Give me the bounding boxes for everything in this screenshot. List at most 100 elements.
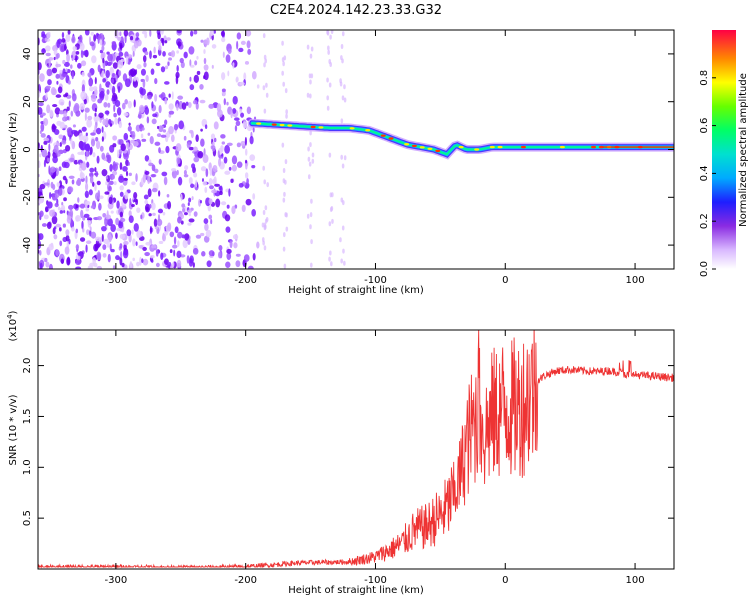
- noise-dot: [101, 152, 106, 160]
- noise-dot: [229, 240, 233, 249]
- noise-dot: [109, 84, 113, 90]
- noise-dot: [63, 61, 70, 67]
- noise-dot: [188, 146, 195, 151]
- noise-dot: [79, 172, 85, 180]
- noise-dot: [149, 203, 152, 209]
- noise-dot: [146, 116, 150, 124]
- noise-dot: [119, 217, 126, 223]
- noise-dot: [173, 236, 177, 245]
- noise-dot: [177, 95, 184, 100]
- noise-dot: [147, 94, 152, 100]
- noise-dot: [138, 111, 142, 115]
- colorbar-ticks: 0.0 0.2 0.4 0.6 0.8: [699, 70, 716, 277]
- streak-dot: [330, 261, 333, 267]
- ridge-hotspot: [349, 127, 355, 130]
- noise-dot: [152, 54, 158, 59]
- noise-dot: [75, 259, 82, 266]
- noise-dot: [62, 116, 68, 122]
- noise-dot: [256, 241, 260, 249]
- noise-dot: [87, 115, 93, 121]
- noise-dot: [119, 185, 124, 191]
- noise-dot: [166, 37, 171, 41]
- streak-dot: [310, 198, 313, 204]
- noise-dot: [107, 253, 111, 263]
- noise-dot: [123, 243, 127, 251]
- y-tick-label: 1.0: [22, 459, 33, 475]
- noise-dot: [105, 70, 110, 79]
- noise-dot: [133, 223, 139, 232]
- noise-dot: [150, 68, 155, 75]
- noise-dot: [151, 187, 158, 193]
- top-x-axis-label: Height of straight line (km): [288, 285, 424, 296]
- noise-dot: [79, 203, 86, 209]
- x-tick-label: -200: [234, 275, 257, 286]
- noise-dot: [39, 153, 42, 158]
- noise-dot: [63, 197, 67, 202]
- noise-dot: [209, 30, 214, 37]
- noise-dot: [128, 172, 132, 177]
- noise-dot: [111, 174, 115, 180]
- noise-dot: [110, 210, 114, 214]
- noise-dot: [168, 93, 171, 98]
- noise-dot: [181, 102, 187, 110]
- noise-dot: [58, 227, 62, 232]
- noise-dot: [158, 240, 164, 245]
- streak-dot: [341, 163, 345, 169]
- noise-dot: [39, 210, 44, 217]
- noise-dot: [53, 144, 59, 154]
- noise-dot: [94, 183, 97, 192]
- noise-dot: [86, 240, 92, 245]
- noise-dot: [168, 110, 175, 115]
- noise-dot: [127, 161, 130, 166]
- noise-dot: [236, 32, 242, 40]
- noise-dot: [118, 139, 124, 146]
- noise-dot: [112, 143, 117, 148]
- ridge-hotspot: [287, 124, 293, 127]
- noise-dot: [204, 223, 209, 232]
- noise-dot: [157, 214, 161, 223]
- noise-dot: [65, 229, 70, 236]
- noise-dot: [232, 62, 235, 69]
- noise-dot: [119, 243, 123, 249]
- noise-dot: [68, 100, 71, 108]
- noise-dot: [90, 132, 96, 136]
- noise-dot: [104, 110, 110, 115]
- colorbar-tick-label: 0.0: [699, 261, 710, 277]
- streak-dot: [307, 146, 310, 152]
- noise-dot: [96, 155, 100, 164]
- noise-dot: [61, 139, 67, 145]
- noise-dot: [158, 125, 164, 133]
- noise-dot: [195, 234, 202, 239]
- noise-dot: [158, 190, 161, 197]
- noise-dot: [57, 38, 62, 45]
- noise-dot: [180, 193, 183, 202]
- noise-dot: [251, 164, 256, 169]
- noise-dot: [85, 175, 88, 185]
- snr-panel: -300 -200 -100 0 100 0.5 1.0 1.5 2.0 Height of …: [6, 310, 675, 596]
- noise-dot: [121, 262, 125, 268]
- noise-dot: [128, 69, 135, 78]
- noise-dot: [199, 84, 204, 90]
- noise-dot: [156, 133, 162, 137]
- noise-dot: [231, 164, 237, 172]
- noise-dot: [211, 44, 217, 49]
- colorbar-tick-label: 0.2: [699, 213, 710, 229]
- noise-dot: [252, 253, 256, 261]
- noise-dot: [77, 252, 83, 257]
- noise-dot: [89, 41, 95, 47]
- noise-dot: [243, 254, 250, 262]
- bottom-x-axis-label: Height of straight line (km): [288, 585, 424, 596]
- noise-dot: [152, 212, 156, 216]
- ridge-hotspot: [497, 145, 503, 149]
- streak-dot: [265, 216, 269, 222]
- noise-dot: [95, 137, 99, 142]
- noise-dot: [61, 201, 64, 206]
- noise-dot: [251, 71, 257, 80]
- noise-dot: [231, 155, 238, 165]
- noise-dot: [220, 30, 225, 37]
- noise-dot: [171, 169, 177, 179]
- ridge-hotspot: [388, 137, 394, 140]
- noise-dot: [208, 250, 215, 257]
- noise-dot: [124, 191, 129, 200]
- y-tick-label: 0: [22, 146, 33, 152]
